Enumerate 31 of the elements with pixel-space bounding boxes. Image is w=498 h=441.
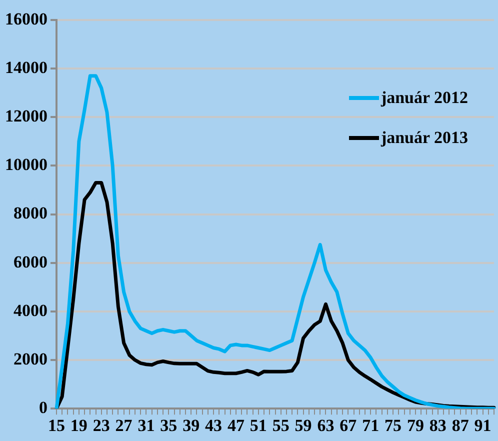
y-tick-label: 16000 [5,9,48,28]
x-tick-label: 47 [227,416,245,436]
x-tick-label: 43 [205,416,222,436]
x-tick-label: 27 [115,416,133,436]
x-tick-label: 51 [250,416,267,436]
x-tick-label: 79 [406,416,424,436]
x-tick-label: 31 [138,416,155,436]
y-tick-label: 4000 [14,300,48,320]
y-tick-label: 6000 [14,252,48,272]
legend-label: január 2013 [380,128,468,148]
x-tick-label: 63 [317,416,334,436]
x-tick-label: 39 [182,416,200,436]
x-tick-label: 23 [92,416,110,436]
x-tick-label: 83 [429,416,446,436]
legend-label: január 2012 [380,88,468,108]
y-tick-label: 2000 [14,349,48,368]
x-tick-label: 71 [362,416,380,436]
x-tick-label: 19 [70,416,88,436]
x-tick-label: 67 [340,416,358,436]
x-tick-label: 75 [384,416,402,436]
x-tick-label: 91 [474,416,492,436]
x-tick-label: 55 [272,416,290,436]
y-tick-label: 0 [39,398,48,417]
x-tick-label: 87 [452,416,470,436]
y-tick-label: 12000 [5,106,48,126]
y-tick-label: 8000 [14,204,48,223]
x-tick-label: 59 [294,416,312,436]
y-tick-label: 14000 [5,58,48,77]
x-tick-label: 15 [48,416,65,436]
y-tick-label: 10000 [5,155,48,174]
x-tick-label: 35 [160,416,178,436]
